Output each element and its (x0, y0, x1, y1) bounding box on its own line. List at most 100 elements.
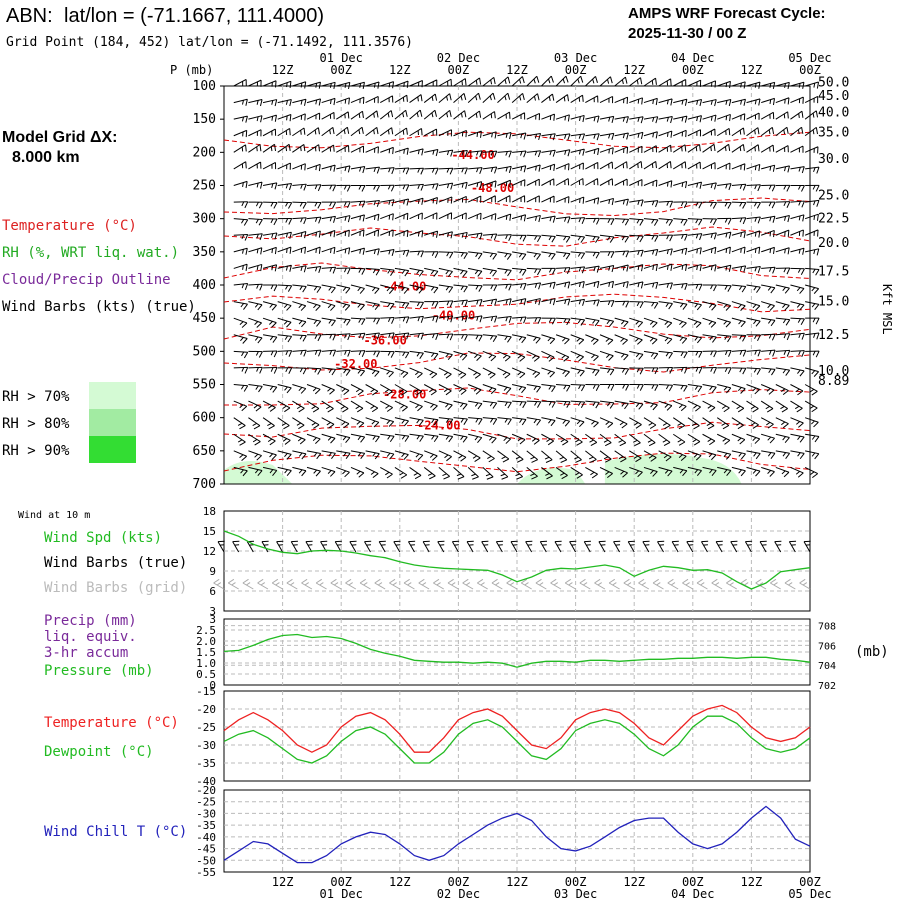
isotherm-label: -24.00 (417, 419, 460, 433)
wind-barb (409, 183, 424, 191)
wind-barb (350, 81, 365, 89)
wind-barb-grid (667, 578, 679, 590)
wind-barb (658, 78, 672, 87)
wind-10m-y-tick: 3 (209, 605, 216, 618)
wind-barb (394, 127, 408, 137)
wind-barb (409, 284, 424, 294)
wind-barb-true (290, 540, 298, 553)
wind-barb (555, 149, 571, 157)
wind-barb (292, 301, 307, 311)
wind-barb (277, 114, 292, 122)
wind-barb (380, 213, 394, 221)
wind-barb (541, 75, 554, 87)
wind-barb (277, 317, 292, 328)
cycle-label: AMPS WRF Forecast Cycle: (628, 5, 826, 22)
wind-barb (687, 79, 702, 87)
wind-barb (380, 450, 395, 460)
wind-barb (629, 77, 643, 87)
wind-barb (526, 400, 542, 408)
wind-barb (336, 433, 351, 444)
wind-barb (350, 466, 365, 478)
wind-barb (512, 283, 527, 290)
wind-barb (365, 332, 380, 340)
wind-barb (556, 251, 571, 260)
wind-barb (277, 466, 292, 477)
wind-barb (599, 334, 614, 345)
wind-barb-true (642, 540, 650, 553)
wind-barb (643, 179, 658, 187)
wind-barb (658, 263, 673, 271)
wind-barb (658, 334, 673, 345)
wind-barb (292, 231, 307, 239)
wind-barb (746, 317, 761, 327)
wind-barb (614, 96, 629, 104)
isotherm (223, 131, 811, 149)
wind-barb-true (554, 540, 562, 553)
wind-barb (336, 367, 351, 376)
wind-barb (599, 265, 615, 273)
wind-barb (526, 450, 538, 463)
kft-tick: 20.0 (818, 236, 849, 251)
wind-barb (599, 317, 615, 327)
wind-barb (262, 450, 277, 461)
wind-barb-grid (770, 578, 781, 590)
wind-barb (555, 281, 571, 289)
wind-barb (394, 450, 409, 460)
wind-barb (614, 450, 627, 463)
wind-barb (482, 367, 496, 379)
wind-barb (687, 466, 702, 477)
wind-barb (233, 301, 248, 310)
wind-barb (497, 367, 511, 379)
wind-barb-true (744, 540, 753, 553)
wind-barb (453, 315, 468, 323)
wind-barb (292, 317, 307, 328)
wind-barb (541, 350, 555, 362)
wind-barb (643, 450, 657, 462)
wind-barb (775, 267, 791, 275)
wind-barb (761, 349, 776, 357)
wind-barb (438, 467, 450, 480)
wind-barb (497, 179, 511, 187)
wind-barb (805, 248, 820, 256)
time-hour-bottom: 00Z (330, 875, 352, 889)
wind-barb (570, 433, 583, 446)
wind-barb (717, 246, 731, 254)
wind-barb (585, 317, 600, 327)
wind-barb (233, 433, 246, 446)
wind-barb (467, 467, 479, 480)
wind-barb (233, 161, 247, 170)
rh70-area (604, 453, 742, 484)
wind-barb (409, 315, 424, 323)
wind-barb (731, 163, 746, 171)
wind-barb (746, 216, 761, 224)
wind-barb (409, 250, 424, 258)
wind-barb (731, 466, 746, 477)
grid-spacing-value: 8.000 km (12, 149, 80, 166)
time-hour-bottom: 12Z (506, 875, 528, 889)
wind-barb (453, 195, 467, 204)
wind-barb (673, 450, 687, 461)
wind-barb-true (569, 540, 577, 553)
wind-barb (746, 201, 761, 209)
wind-barb (438, 367, 452, 379)
wind-barb (438, 267, 453, 277)
wind-barb (306, 384, 321, 395)
wind-barb (702, 433, 716, 446)
wind-barb (512, 150, 527, 158)
wind-barb (453, 417, 468, 425)
wind-barb (702, 350, 718, 358)
wind-barb (468, 181, 483, 189)
wind-barb (658, 115, 673, 124)
wind-barb-true (583, 540, 591, 553)
isotherm (223, 321, 811, 340)
wind-barb (731, 217, 747, 225)
wind-barb (555, 367, 570, 378)
wind-barb (658, 218, 673, 226)
wind-barb (497, 400, 512, 409)
wind-barb (482, 267, 498, 277)
wind-barb (321, 433, 336, 444)
wind-barb (277, 284, 293, 292)
wind-barb (467, 195, 482, 203)
isotherm (223, 197, 811, 217)
wind-barb (555, 467, 568, 480)
